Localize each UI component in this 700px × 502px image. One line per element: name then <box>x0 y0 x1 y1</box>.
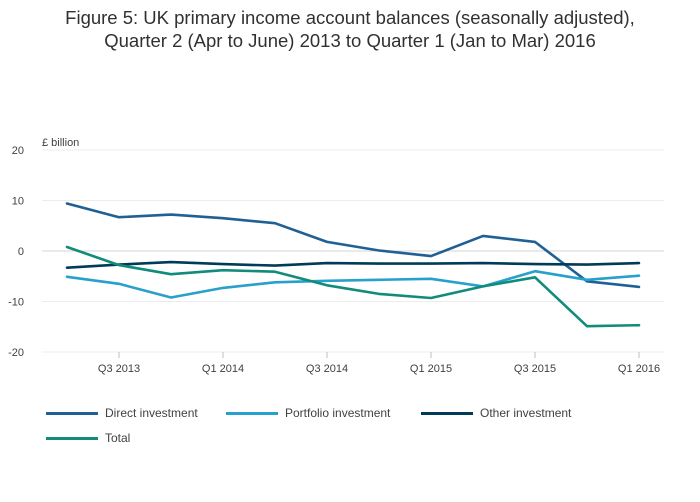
x-axis-ticks: Q3 2013 Q1 2014 Q3 2014 Q1 2015 Q3 2015 Q1 20… <box>98 352 660 375</box>
y-tick-label: 0 <box>18 246 24 258</box>
legend-label: Total <box>105 431 131 445</box>
x-tick-label: Q1 2014 <box>202 363 244 375</box>
chart-title-line-2: Quarter 2 (Apr to June) 2013 to Quarter … <box>104 30 596 51</box>
chart-title-line-1: Figure 5: UK primary income account bala… <box>65 7 635 28</box>
y-tick-label: 10 <box>12 196 24 208</box>
legend-label: Portfolio investment <box>285 406 391 420</box>
series-line-portfolio-investment <box>65 269 641 299</box>
x-tick-label: Q1 2015 <box>410 363 452 375</box>
series-line-other-investment <box>65 260 641 270</box>
chart-title: Figure 5: UK primary income account bala… <box>0 6 700 52</box>
x-tick-label: Q3 2013 <box>98 363 140 375</box>
legend-item-direct-investment[interactable]: Direct investment <box>46 406 198 420</box>
y-axis-label: £ billion <box>42 137 79 149</box>
y-tick-label: -10 <box>8 297 24 309</box>
y-axis-ticks: 20 10 0 -10 -20 <box>8 145 24 359</box>
y-tick-label: 20 <box>12 145 24 157</box>
series-line-direct-investment <box>65 202 641 289</box>
legend-label: Direct investment <box>105 406 198 420</box>
x-tick-label: Q1 2016 <box>618 363 660 375</box>
legend-swatch <box>46 436 98 440</box>
legend-swatch <box>421 411 473 415</box>
series-line-total <box>65 245 641 328</box>
legend-item-other-investment[interactable]: Other investment <box>421 406 571 420</box>
series-lines <box>65 202 641 328</box>
legend-swatch <box>46 411 98 415</box>
legend-swatch <box>226 411 278 415</box>
legend-item-total[interactable]: Total <box>46 431 130 445</box>
legend-label: Other investment <box>480 406 572 420</box>
legend-item-portfolio-investment[interactable]: Portfolio investment <box>226 406 390 420</box>
x-tick-label: Q3 2014 <box>306 363 348 375</box>
gridlines <box>42 149 664 353</box>
x-tick-label: Q3 2015 <box>514 363 556 375</box>
y-tick-label: -20 <box>8 347 24 359</box>
